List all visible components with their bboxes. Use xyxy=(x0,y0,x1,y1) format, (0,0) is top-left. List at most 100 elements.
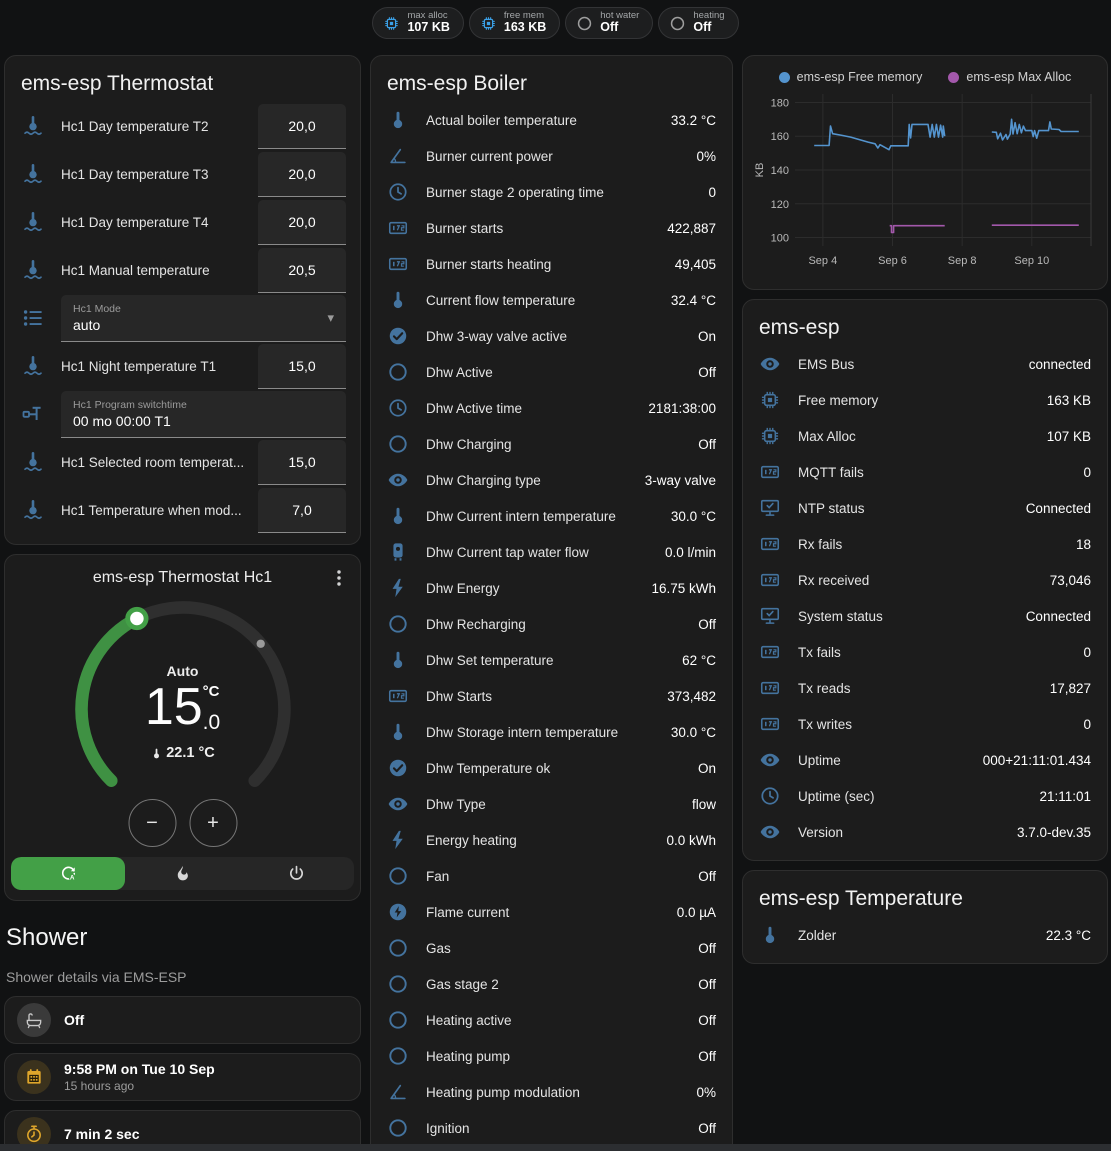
entity-row[interactable]: Dhw Temperature ok On xyxy=(371,750,732,786)
entity-name: Hc1 Temperature when mod... xyxy=(61,502,242,518)
esp-card: ems-esp EMS Bus connected Free memory 163 K… xyxy=(742,299,1108,861)
select-input[interactable]: Hc1 Mode auto ▾ xyxy=(61,294,346,342)
entity-row[interactable]: Free memory 163 KB xyxy=(743,382,1107,418)
counter-icon xyxy=(759,713,781,735)
entity-name: Dhw Energy xyxy=(426,580,500,596)
text-input[interactable]: Hc1 Program switchtime 00 mo 00:00 T1 xyxy=(61,390,346,438)
entity-row[interactable]: Uptime 000+21:11:01.434 xyxy=(743,742,1107,778)
bathtub-icon xyxy=(24,1010,44,1030)
hvac-mode-button[interactable]: A xyxy=(11,857,126,890)
entity-value: 22.3 °C xyxy=(1045,927,1091,943)
entity-row[interactable]: Fan Off xyxy=(371,858,732,894)
hc1-card-header: ems-esp Thermostat Hc1 xyxy=(5,555,360,587)
legend-item[interactable]: ems-esp Max Alloc xyxy=(948,70,1071,84)
entity-row[interactable]: Dhw 3-way valve active On xyxy=(371,318,732,354)
entity-row[interactable]: Max Alloc 107 KB xyxy=(743,418,1107,454)
entity-row[interactable]: Zolder 22.3 °C xyxy=(743,917,1107,953)
entity-row[interactable]: NTP status Connected xyxy=(743,490,1107,526)
entity-name: Dhw Set temperature xyxy=(426,652,554,668)
entity-row[interactable]: Gas Off xyxy=(371,930,732,966)
entity-row[interactable]: Dhw Charging type 3-way valve xyxy=(371,462,732,498)
entity-row[interactable]: Dhw Current tap water flow 0.0 l/min xyxy=(371,534,732,570)
number-input[interactable]: 20,0 xyxy=(258,199,346,245)
field-value: 00 mo 00:00 T1 xyxy=(73,412,171,429)
entity-row[interactable]: Dhw Active Off xyxy=(371,354,732,390)
entity-row[interactable]: Dhw Recharging Off xyxy=(371,606,732,642)
entity-row[interactable]: Dhw Storage intern temperature 30.0 °C xyxy=(371,714,732,750)
status-badge[interactable]: max alloc 107 KB xyxy=(372,7,464,39)
entity-row[interactable]: Current flow temperature 32.4 °C xyxy=(371,282,732,318)
number-input[interactable]: 15,0 xyxy=(258,439,346,485)
water-boiler-icon xyxy=(387,541,409,563)
entity-row[interactable]: System status Connected xyxy=(743,598,1107,634)
entity-value: 62 °C xyxy=(682,652,716,668)
circle-icon xyxy=(387,1045,409,1067)
entity-row[interactable]: Heating pump modulation 0% xyxy=(371,1074,732,1110)
thermostat-row: Hc1 Selected room temperat... 15,0 xyxy=(5,438,360,486)
entity-row[interactable]: Dhw Charging Off xyxy=(371,426,732,462)
status-badge[interactable]: heating Off xyxy=(658,7,739,39)
thermostat-rows: Hc1 Day temperature T2 20,0 Hc1 Day temper… xyxy=(5,102,360,544)
dots-vertical-icon[interactable] xyxy=(328,567,350,589)
svg-text:KB: KB xyxy=(754,163,766,178)
badge-text: heating Off xyxy=(693,11,724,34)
entity-row[interactable]: Dhw Set temperature 62 °C xyxy=(371,642,732,678)
current-temp-value: 22.1 °C xyxy=(166,745,215,761)
eye-icon xyxy=(387,793,409,815)
entity-row[interactable]: Burner starts heating 49,405 xyxy=(371,246,732,282)
entity-name: Tx writes xyxy=(798,716,852,732)
entity-name: Tx fails xyxy=(798,644,841,660)
temp-increase-button[interactable]: + xyxy=(189,799,237,847)
entity-value: 0 xyxy=(1083,716,1091,732)
number-input[interactable]: 20,5 xyxy=(258,247,346,293)
entity-row[interactable]: Tx writes 0 xyxy=(743,706,1107,742)
shower-info-card[interactable]: 9:58 PM on Tue 10 Sep 15 hours ago xyxy=(4,1053,361,1101)
entity-row[interactable]: Rx fails 18 xyxy=(743,526,1107,562)
status-badge[interactable]: free mem 163 KB xyxy=(468,7,561,39)
shower-info-card[interactable]: Off xyxy=(4,996,361,1044)
entity-row[interactable]: Dhw Current intern temperature 30.0 °C xyxy=(371,498,732,534)
number-input[interactable]: 7,0 xyxy=(258,487,346,533)
entity-row[interactable]: Rx received 73,046 xyxy=(743,562,1107,598)
entity-name: Heating pump modulation xyxy=(426,1084,580,1100)
entity-row[interactable]: Flame current 0.0 µA xyxy=(371,894,732,930)
hvac-mode-button[interactable] xyxy=(240,857,354,890)
entity-row[interactable]: Gas stage 2 Off xyxy=(371,966,732,1002)
legend-label: ems-esp Max Alloc xyxy=(966,70,1072,84)
entity-row[interactable]: Energy heating 0.0 kWh xyxy=(371,822,732,858)
entity-row[interactable]: Heating pump Off xyxy=(371,1038,732,1074)
entity-row[interactable]: Dhw Active time 2181:38:00 xyxy=(371,390,732,426)
entity-name: Burner stage 2 operating time xyxy=(426,184,604,200)
hvac-mode-bar: A xyxy=(11,857,354,890)
entity-row[interactable]: Tx fails 0 xyxy=(743,634,1107,670)
number-input[interactable]: 15,0 xyxy=(258,343,346,389)
thermostat-dial-arc[interactable] xyxy=(67,593,299,825)
number-input[interactable]: 20,0 xyxy=(258,151,346,197)
entity-row[interactable]: Burner starts 422,887 xyxy=(371,210,732,246)
entity-row[interactable]: Dhw Type flow xyxy=(371,786,732,822)
entity-row[interactable]: Version 3.7.0-dev.35 xyxy=(743,814,1107,850)
entity-row[interactable]: Dhw Starts 373,482 xyxy=(371,678,732,714)
entity-row[interactable]: Dhw Energy 16.75 kWh xyxy=(371,570,732,606)
circle-icon xyxy=(387,361,409,383)
entity-row[interactable]: Tx reads 17,827 xyxy=(743,670,1107,706)
entity-row[interactable]: EMS Bus connected xyxy=(743,346,1107,382)
legend-item[interactable]: ems-esp Free memory xyxy=(778,70,922,84)
dial-knob[interactable] xyxy=(124,606,148,631)
entity-row[interactable]: Burner stage 2 operating time 0 xyxy=(371,174,732,210)
entity-name: Dhw Charging xyxy=(426,436,512,452)
number-input[interactable]: 20,0 xyxy=(258,103,346,149)
entity-row[interactable]: Actual boiler temperature 33.2 °C xyxy=(371,102,732,138)
svg-text:Sep 8: Sep 8 xyxy=(948,255,977,267)
status-badge[interactable]: hot water Off xyxy=(565,7,654,39)
hvac-mode-button[interactable] xyxy=(125,857,239,890)
entity-value: 0% xyxy=(696,148,716,164)
entity-row[interactable]: Ignition Off xyxy=(371,1110,732,1146)
temp-decrease-button[interactable]: − xyxy=(128,799,176,847)
entity-row[interactable]: Heating active Off xyxy=(371,1002,732,1038)
entity-row[interactable]: Burner current power 0% xyxy=(371,138,732,174)
entity-value: Connected xyxy=(1025,608,1091,624)
entity-row[interactable]: MQTT fails 0 xyxy=(743,454,1107,490)
monitor-check-icon xyxy=(759,497,781,519)
entity-row[interactable]: Uptime (sec) 21:11:01 xyxy=(743,778,1107,814)
